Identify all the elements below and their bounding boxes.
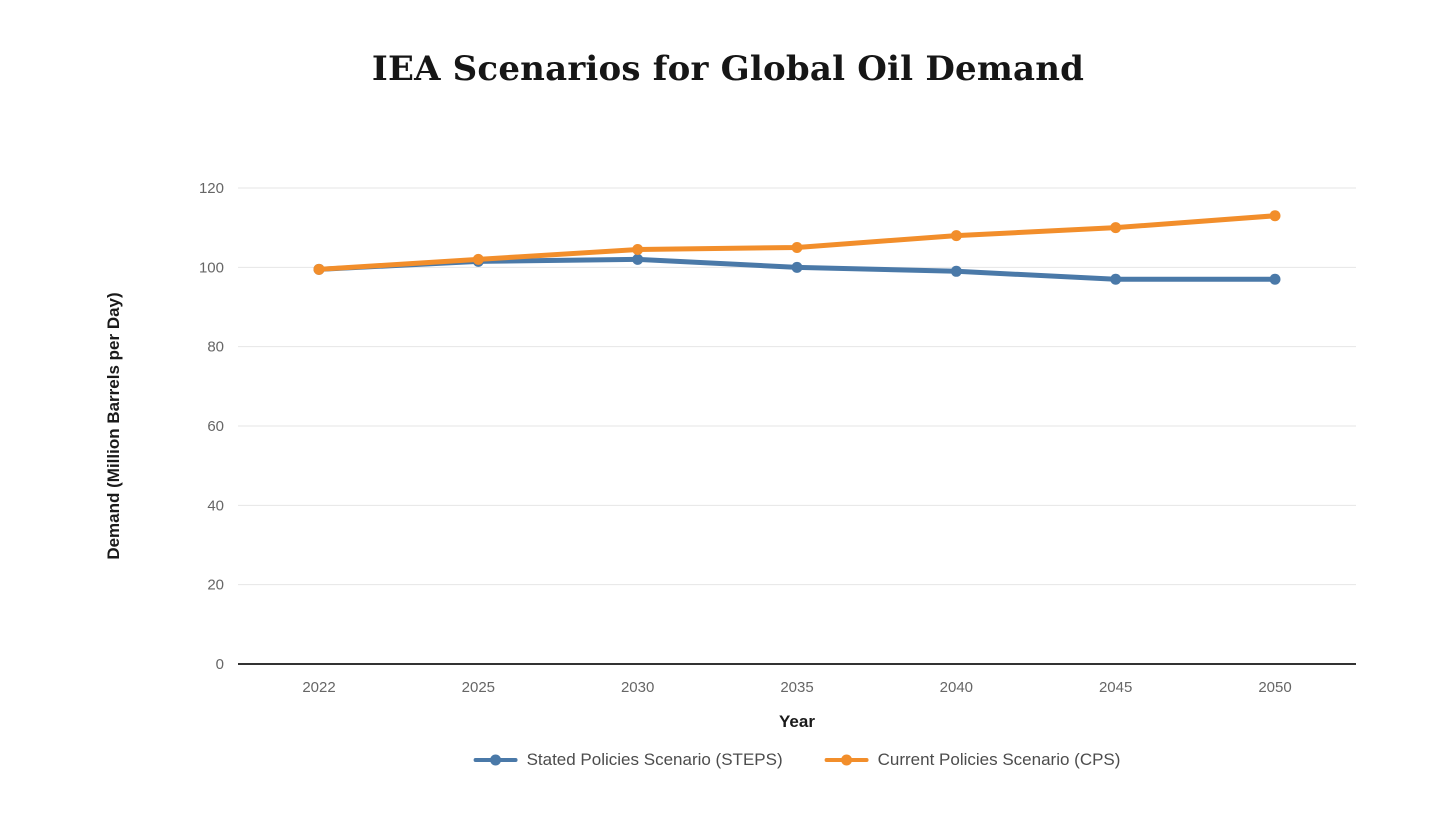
y-axis-tick-label: 80 (207, 339, 224, 356)
legend-item-label: Stated Policies Scenario (STEPS) (526, 750, 783, 769)
data-point-marker (791, 242, 803, 253)
y-axis-tick-label: 60 (207, 418, 224, 435)
data-point-marker (1110, 222, 1122, 234)
x-axis-tick-label: 2050 (1258, 679, 1291, 696)
y-axis-tick-label: 20 (207, 577, 224, 594)
y-axis-tick-label: 120 (199, 180, 224, 197)
x-axis-tick-label: 2025 (462, 679, 495, 696)
x-axis-tick-label: 2030 (621, 679, 654, 696)
data-point-marker (1269, 273, 1281, 285)
y-axis-title: Demand (Million Barrels per Day) (104, 292, 123, 560)
data-point-marker (632, 253, 644, 265)
data-point-marker (632, 243, 644, 255)
data-point-marker (1110, 273, 1122, 285)
legend-item-label: Current Policies Scenario (CPS) (877, 750, 1121, 769)
data-point-marker (950, 265, 962, 277)
data-point-marker (791, 261, 803, 273)
x-axis-tick-label: 2035 (780, 679, 813, 696)
y-axis-tick-label: 0 (216, 656, 224, 673)
legend-marker-icon (824, 754, 869, 766)
chart-legend: Stated Policies Scenario (STEPS) Current … (473, 750, 1121, 770)
x-axis-title: Year (779, 712, 815, 731)
x-axis-tick-label: 2045 (1099, 679, 1132, 696)
data-point-marker (313, 263, 325, 275)
data-point-marker (1269, 210, 1281, 222)
legend-marker-icon (473, 754, 518, 766)
x-axis-tick-label: 2022 (302, 679, 335, 696)
x-axis-tick-label: 2040 (940, 679, 973, 696)
data-point-marker (950, 230, 962, 242)
y-axis-tick-label: 40 (207, 497, 224, 514)
legend-item: Current Policies Scenario (CPS) (824, 750, 1121, 770)
chart-title: IEA Scenarios for Global Oil Demand (371, 49, 1085, 89)
y-axis-tick-label: 100 (199, 259, 224, 276)
data-point-marker (472, 253, 484, 265)
legend-item: Stated Policies Scenario (STEPS) (473, 750, 783, 770)
